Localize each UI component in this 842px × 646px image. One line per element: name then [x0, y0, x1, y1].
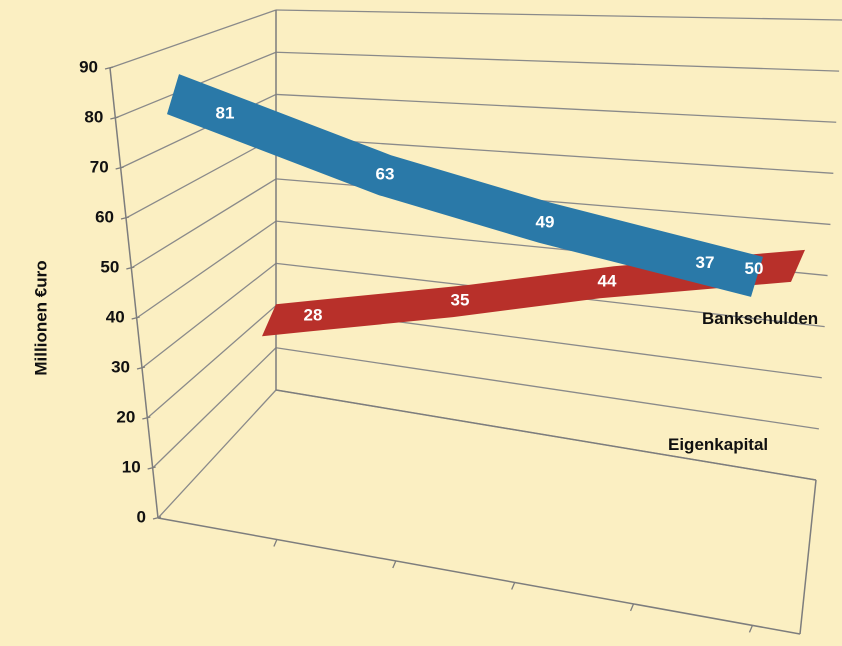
y-tick-mark-50 [126, 266, 135, 270]
data-label-eigenkapital-1: 81 [216, 103, 235, 122]
gridline-side-60 [125, 136, 277, 219]
data-label-bankschulden-3: 44 [598, 272, 617, 291]
y-tick-label-40: 40 [106, 307, 125, 326]
y-tick-mark-30 [136, 366, 146, 370]
y-tick-mark-70 [115, 166, 124, 170]
y-tick-label-30: 30 [111, 357, 130, 376]
y-tick-label-10: 10 [122, 457, 141, 476]
y-axis-line [109, 67, 159, 519]
y-tick-mark-10 [147, 466, 156, 470]
gridline-back-10 [275, 347, 819, 430]
y-tick-mark-80 [110, 116, 119, 120]
gridline-back-60 [275, 136, 834, 174]
gridline-side-20 [146, 305, 277, 419]
y-tick-label-0: 0 [137, 507, 146, 526]
data-labels: 81 63 49 37 28 35 44 50 [216, 103, 764, 324]
data-label-bankschulden-4: 50 [745, 259, 764, 278]
y-tick-label-50: 50 [100, 257, 119, 276]
x-tick-mark [748, 625, 754, 633]
gridline-side-50 [130, 178, 277, 269]
gridline-side-90 [109, 9, 277, 69]
data-label-eigenkapital-3: 49 [536, 212, 555, 231]
gridline-side-10 [152, 347, 277, 469]
y-tick-label-80: 80 [84, 107, 103, 126]
gridline-back-90 [275, 9, 842, 21]
y-axis: 0 10 20 30 40 50 60 70 80 90 [79, 57, 801, 635]
series-ribbon-eigenkapital [167, 74, 763, 297]
y-tick-label-90: 90 [79, 57, 98, 76]
y-tick-mark-20 [142, 416, 151, 420]
y-tick-mark-40 [131, 316, 140, 320]
x-tick-mark [629, 603, 635, 612]
y-tick-mark-60 [120, 216, 130, 220]
gridline-side-0 [157, 389, 277, 519]
gridline-side-30 [141, 262, 277, 369]
x-tick-mark [392, 560, 397, 569]
series-label-bankschulden: Bankschulden [702, 309, 818, 328]
data-label-bankschulden-1: 28 [304, 305, 323, 324]
x-tick-mark [511, 582, 516, 590]
y-tick-mark-0 [152, 516, 162, 520]
floor-front-edge [157, 517, 801, 635]
y-tick-mark-90 [104, 66, 114, 70]
floor-back-edge [275, 389, 817, 481]
floor-right-edge [799, 479, 817, 635]
x-tick-mark [273, 539, 278, 547]
y-tick-label-70: 70 [90, 157, 109, 176]
y-axis-title: Millionen €uro [31, 260, 50, 375]
gridline-back-80 [275, 51, 840, 72]
y-tick-label-20: 20 [116, 407, 135, 426]
series-ribbon-path [167, 74, 763, 297]
y-tick-label-60: 60 [95, 207, 114, 226]
data-label-eigenkapital-4: 37 [696, 253, 715, 272]
series-label-eigenkapital: Eigenkapital [668, 435, 768, 454]
data-label-bankschulden-2: 35 [451, 291, 470, 310]
data-label-eigenkapital-2: 63 [376, 165, 395, 184]
gridline-back-70 [275, 93, 837, 123]
gridline-side-40 [136, 220, 277, 319]
